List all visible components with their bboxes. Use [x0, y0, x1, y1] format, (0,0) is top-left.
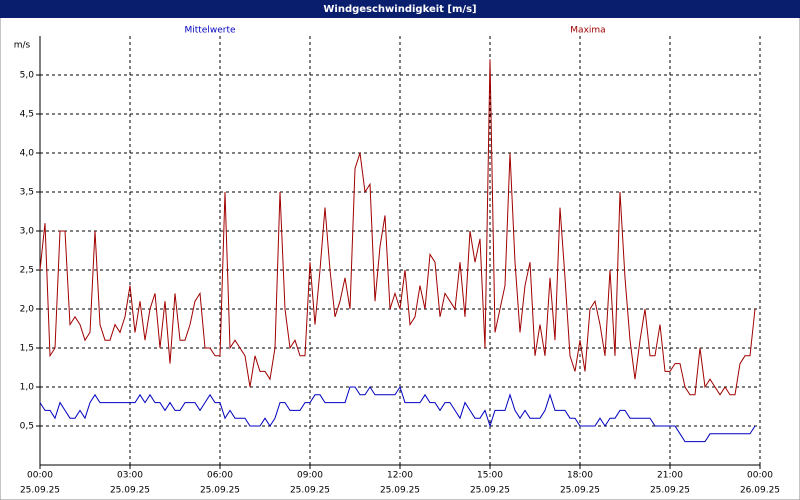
- x-tick-label: 09:00: [297, 471, 323, 481]
- y-tick-label: 2,5: [20, 266, 34, 276]
- x-tick-label: 03:00: [117, 471, 143, 481]
- x-tick-date: 25.09.25: [380, 486, 420, 496]
- y-tick-label: 5,0: [20, 71, 35, 81]
- x-tick-label: 21:00: [657, 471, 683, 481]
- y-tick-label: 2,0: [20, 305, 35, 315]
- x-tick-date: 25.09.25: [470, 486, 510, 496]
- x-tick-date: 25.09.25: [290, 486, 330, 496]
- x-tick-label: 18:00: [567, 471, 593, 481]
- chart-title: Windgeschwindigkeit [m/s]: [323, 4, 476, 15]
- x-tick-date: 25.09.25: [110, 486, 150, 496]
- x-tick-date: 25.09.25: [20, 486, 60, 496]
- y-tick-label: 0,5: [20, 422, 34, 432]
- x-tick-label: 00:00: [27, 471, 53, 481]
- data-line: [39, 385, 756, 443]
- y-tick-label: 3,0: [20, 227, 35, 237]
- x-tick-date: 25.09.25: [650, 486, 690, 496]
- y-tick-label: 4,5: [20, 110, 34, 120]
- legend-label: Mittelwerte: [184, 26, 235, 36]
- data-line: [39, 59, 756, 396]
- x-tick-label: 15:00: [477, 471, 503, 481]
- x-tick-date: 25.09.25: [560, 486, 600, 496]
- x-tick-date: 26.09.25: [740, 486, 780, 496]
- legend-label: Maxima: [570, 26, 605, 36]
- title-bar: [0, 0, 800, 18]
- x-tick-label: 06:00: [207, 471, 233, 481]
- x-tick-date: 25.09.25: [200, 486, 240, 496]
- y-tick-label: 4,0: [20, 149, 35, 159]
- y-tick-label: 3,5: [20, 188, 34, 198]
- x-tick-label: 12:00: [387, 471, 413, 481]
- x-tick-label: 00:00: [747, 471, 773, 481]
- y-tick-label: 1,5: [20, 344, 34, 354]
- y-tick-label: 1,0: [20, 383, 35, 393]
- y-axis-label: m/s: [14, 41, 31, 51]
